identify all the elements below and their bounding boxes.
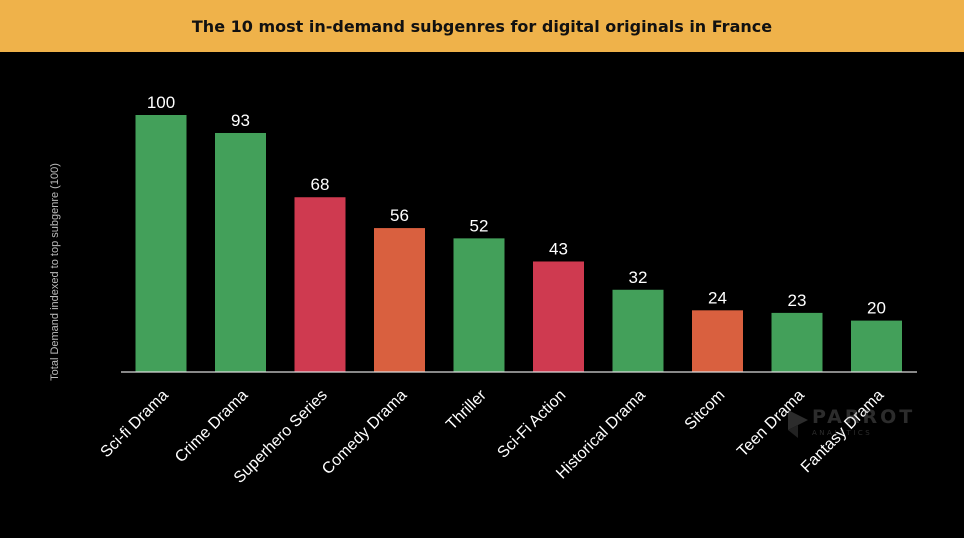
value-label-sci-fi-drama: 100 [147, 93, 175, 112]
category-label-thriller: Thriller [443, 386, 490, 433]
bar-superhero-series [294, 197, 346, 372]
parrot-logo-icon [788, 410, 808, 438]
category-label-sci-fi-drama: Sci-fi Drama [98, 387, 172, 461]
parrot-analytics-watermark: PARROT ANALYTICS [786, 406, 912, 445]
bar-group [135, 115, 902, 372]
bar-sci-fi-drama [135, 115, 187, 372]
value-label-crime-drama: 93 [231, 111, 250, 130]
bar-comedy-drama [374, 228, 425, 372]
category-label-historical-drama: Historical Drama [553, 387, 649, 483]
value-label-thriller: 52 [470, 216, 489, 235]
chart-title-bar: The 10 most in-demand subgenres for digi… [0, 0, 964, 52]
value-label-comedy-drama: 56 [390, 206, 409, 225]
value-label-superhero-series: 68 [311, 175, 330, 194]
bar-fantasy-drama [851, 320, 902, 372]
bar-sci-fi-action [533, 261, 584, 372]
watermark-subtitle: ANALYTICS [812, 429, 873, 437]
value-label-sci-fi-action: 43 [549, 239, 568, 258]
value-label-fantasy-drama: 20 [867, 299, 886, 318]
value-label-group: 100 93 68 56 52 43 32 24 23 20 [147, 93, 886, 318]
value-label-sitcom: 24 [708, 288, 727, 307]
category-label-crime-drama: Crime Drama [172, 387, 251, 466]
watermark-name: PARROT [812, 406, 916, 428]
category-label-sitcom: Sitcom [682, 387, 729, 434]
value-label-teen-drama: 23 [788, 291, 807, 310]
y-axis-label: Total Demand indexed to top subgenre (10… [49, 163, 61, 381]
bar-historical-drama [612, 289, 664, 372]
bar-crime-drama [215, 132, 266, 372]
value-label-historical-drama: 32 [629, 268, 648, 287]
bar-thriller [453, 238, 505, 372]
bar-sitcom [692, 310, 743, 372]
category-label-sci-fi-action: Sci-Fi Action [494, 387, 569, 462]
chart-title: The 10 most in-demand subgenres for digi… [191, 16, 773, 36]
bar-chart: 100 93 68 56 52 43 32 24 23 20 Sci-fi Drama Crime … [49, 93, 917, 487]
bar-teen-drama [771, 312, 823, 372]
category-label-comedy-drama: Comedy Drama [319, 387, 410, 478]
